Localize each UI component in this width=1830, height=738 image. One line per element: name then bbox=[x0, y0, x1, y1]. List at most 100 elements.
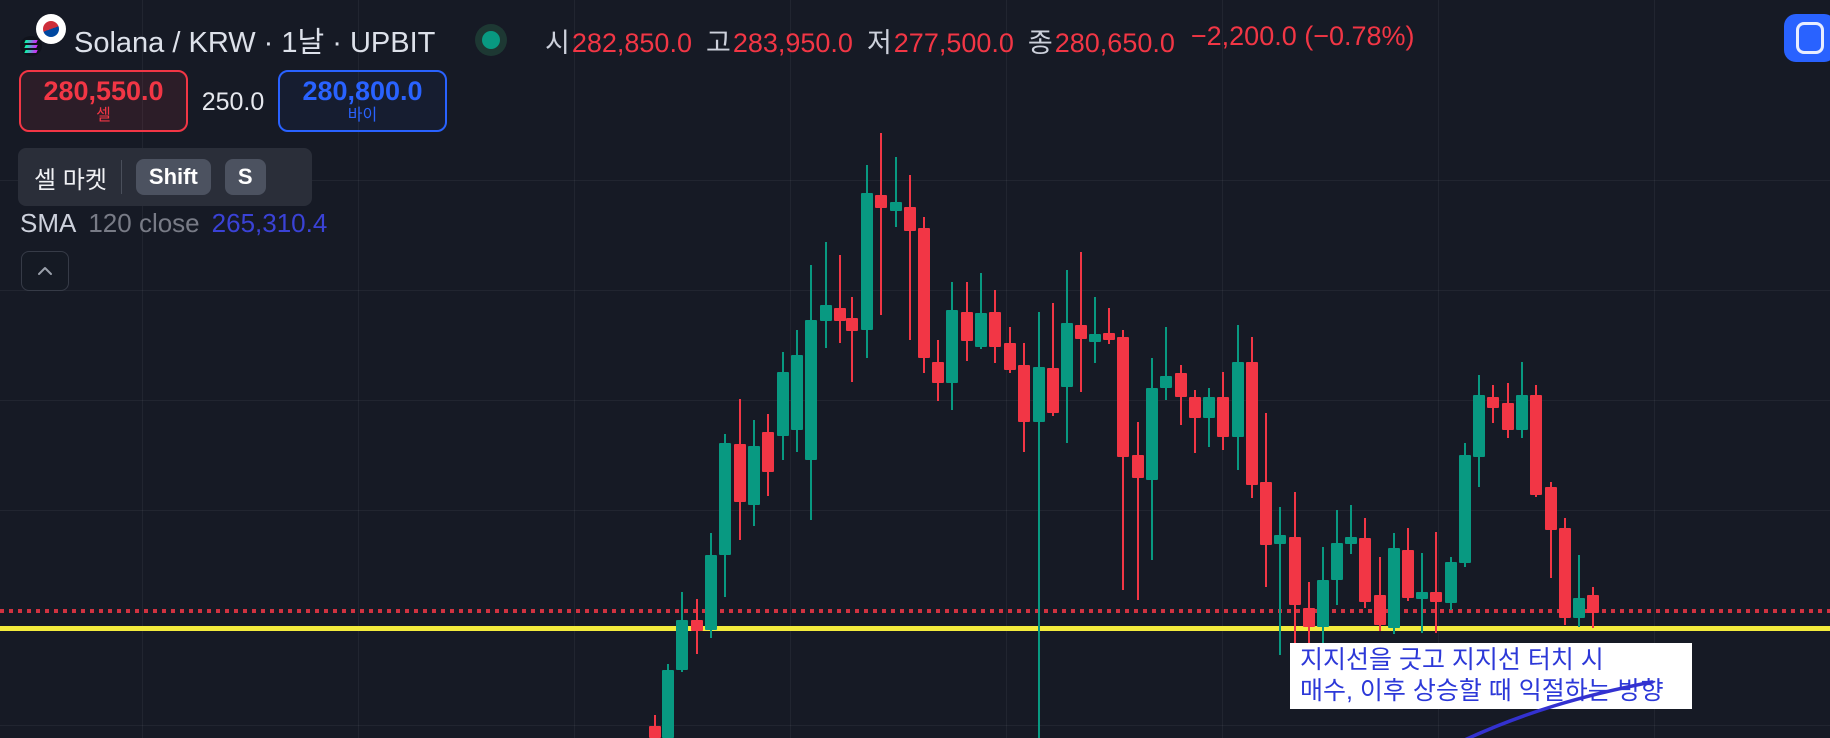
indicator-value: 265,310.4 bbox=[211, 208, 328, 238]
sma-indicator-legend[interactable]: SMA 120 close 265,310.4 bbox=[20, 208, 327, 239]
candle-body bbox=[1075, 325, 1087, 339]
candle-body bbox=[1175, 373, 1187, 397]
candle-wick bbox=[895, 157, 897, 227]
candle-wick bbox=[880, 133, 882, 315]
candle-wick bbox=[1578, 555, 1580, 627]
sell-market-shortcut-tooltip: 셀 마켓 Shift S bbox=[18, 148, 312, 206]
low-value: 277,500.0 bbox=[893, 28, 1014, 58]
change-value: −2,200.0 (−0.78%) bbox=[1190, 21, 1415, 51]
shortcut-label: 셀 마켓 bbox=[34, 166, 107, 194]
candle-body bbox=[1516, 395, 1528, 430]
candle-body bbox=[1345, 537, 1357, 544]
candle-wick bbox=[1350, 505, 1352, 554]
chevron-up-icon bbox=[38, 267, 52, 275]
symbol-logo bbox=[20, 14, 66, 56]
open-label: 시 bbox=[545, 28, 570, 58]
annotation-line-1: 지지선을 긋고 지지선 터치 시 bbox=[1300, 646, 1604, 674]
sell-label: 셀 bbox=[96, 106, 111, 124]
candle-body bbox=[1587, 595, 1599, 613]
support-line-drawing[interactable] bbox=[0, 626, 1830, 631]
candle-body bbox=[1445, 562, 1457, 603]
candle-body bbox=[805, 320, 817, 460]
s-key: S bbox=[224, 159, 266, 195]
candle-body bbox=[989, 312, 1001, 347]
candle-body bbox=[1545, 487, 1557, 530]
candle-body bbox=[1004, 343, 1016, 370]
candle-body bbox=[1217, 397, 1229, 437]
candle-body bbox=[1502, 403, 1514, 430]
candle-body bbox=[890, 202, 902, 211]
candle-body bbox=[1573, 598, 1585, 618]
indicator-name: SMA bbox=[20, 208, 77, 238]
buy-button[interactable]: 280,800.0 바이 bbox=[278, 70, 447, 132]
candle-body bbox=[1317, 580, 1329, 627]
support-strategy-annotation[interactable]: 지지선을 긋고 지지선 터치 시 매수, 이후 상승할 때 익절하는 방향 bbox=[1290, 643, 1692, 709]
close-value: 280,650.0 bbox=[1054, 28, 1175, 58]
collapse-legend-button[interactable] bbox=[21, 251, 69, 291]
candle-body bbox=[820, 305, 832, 321]
candle-body bbox=[1388, 548, 1400, 628]
symbol-title[interactable]: Solana / KRW · 1날 · UPBIT bbox=[74, 27, 436, 59]
candle-body bbox=[1473, 395, 1485, 457]
candle-body bbox=[1260, 482, 1272, 545]
candle-body bbox=[1146, 388, 1158, 480]
annotation-line-2: 매수, 이후 상승할 때 익절하는 방향 bbox=[1300, 677, 1664, 705]
candle-wick bbox=[1108, 308, 1110, 344]
shift-key: Shift bbox=[135, 159, 211, 195]
candle-body bbox=[834, 308, 846, 321]
candle-body bbox=[1530, 395, 1542, 495]
close-label: 종 bbox=[1027, 28, 1053, 58]
candle-wick bbox=[1080, 252, 1082, 392]
candle-body bbox=[1203, 397, 1215, 418]
object-tree-button[interactable] bbox=[1784, 14, 1830, 62]
divider bbox=[120, 160, 122, 194]
candle-wick bbox=[1435, 532, 1437, 633]
spread-value: 250.0 bbox=[201, 88, 265, 116]
candle-body bbox=[748, 446, 760, 505]
candle-wick bbox=[1550, 482, 1552, 578]
candle-body bbox=[1274, 535, 1286, 544]
candle-wick bbox=[1137, 422, 1139, 600]
low-label: 저 bbox=[866, 28, 892, 58]
candle-body bbox=[676, 620, 688, 670]
candle-body bbox=[1089, 334, 1101, 342]
solana-logo-icon bbox=[20, 36, 42, 56]
candle-body bbox=[961, 312, 973, 341]
candle-body bbox=[1018, 365, 1030, 422]
candle-body bbox=[762, 432, 774, 472]
buy-price: 280,800.0 bbox=[302, 76, 423, 107]
candle-body bbox=[1303, 608, 1315, 627]
candle-body bbox=[1033, 367, 1045, 422]
candle-wick bbox=[980, 273, 982, 349]
candle-body bbox=[777, 372, 789, 436]
candle-body bbox=[875, 195, 887, 208]
candle-body bbox=[904, 207, 916, 231]
candle-body bbox=[1047, 368, 1059, 413]
market-status-dot-icon[interactable] bbox=[475, 24, 507, 56]
candle-body bbox=[946, 310, 958, 383]
sell-button[interactable]: 280,550.0 셀 bbox=[19, 70, 188, 132]
candle-body bbox=[1232, 362, 1244, 437]
candle-body bbox=[1160, 376, 1172, 388]
high-value: 283,950.0 bbox=[732, 28, 853, 58]
candle-body bbox=[861, 193, 873, 330]
candle-body bbox=[1359, 538, 1371, 602]
candle-wick bbox=[1165, 327, 1167, 400]
candle-wick bbox=[1379, 557, 1381, 631]
candle-body bbox=[705, 555, 717, 630]
candle-body bbox=[1402, 550, 1414, 598]
ohlc-readout: 시282,850.0 고283,950.0 저277,500.0 종280,65… bbox=[545, 21, 1415, 60]
candle-body bbox=[1559, 528, 1571, 618]
high-label: 고 bbox=[705, 28, 731, 58]
candle-body bbox=[1103, 333, 1115, 340]
buy-label: 바이 bbox=[347, 106, 378, 124]
candle-body bbox=[1061, 323, 1073, 387]
candle-wick bbox=[1194, 390, 1196, 453]
candle-wick bbox=[1052, 303, 1054, 416]
candle-body bbox=[975, 313, 987, 347]
candle-body bbox=[1430, 592, 1442, 602]
sell-price: 280,550.0 bbox=[43, 76, 164, 107]
